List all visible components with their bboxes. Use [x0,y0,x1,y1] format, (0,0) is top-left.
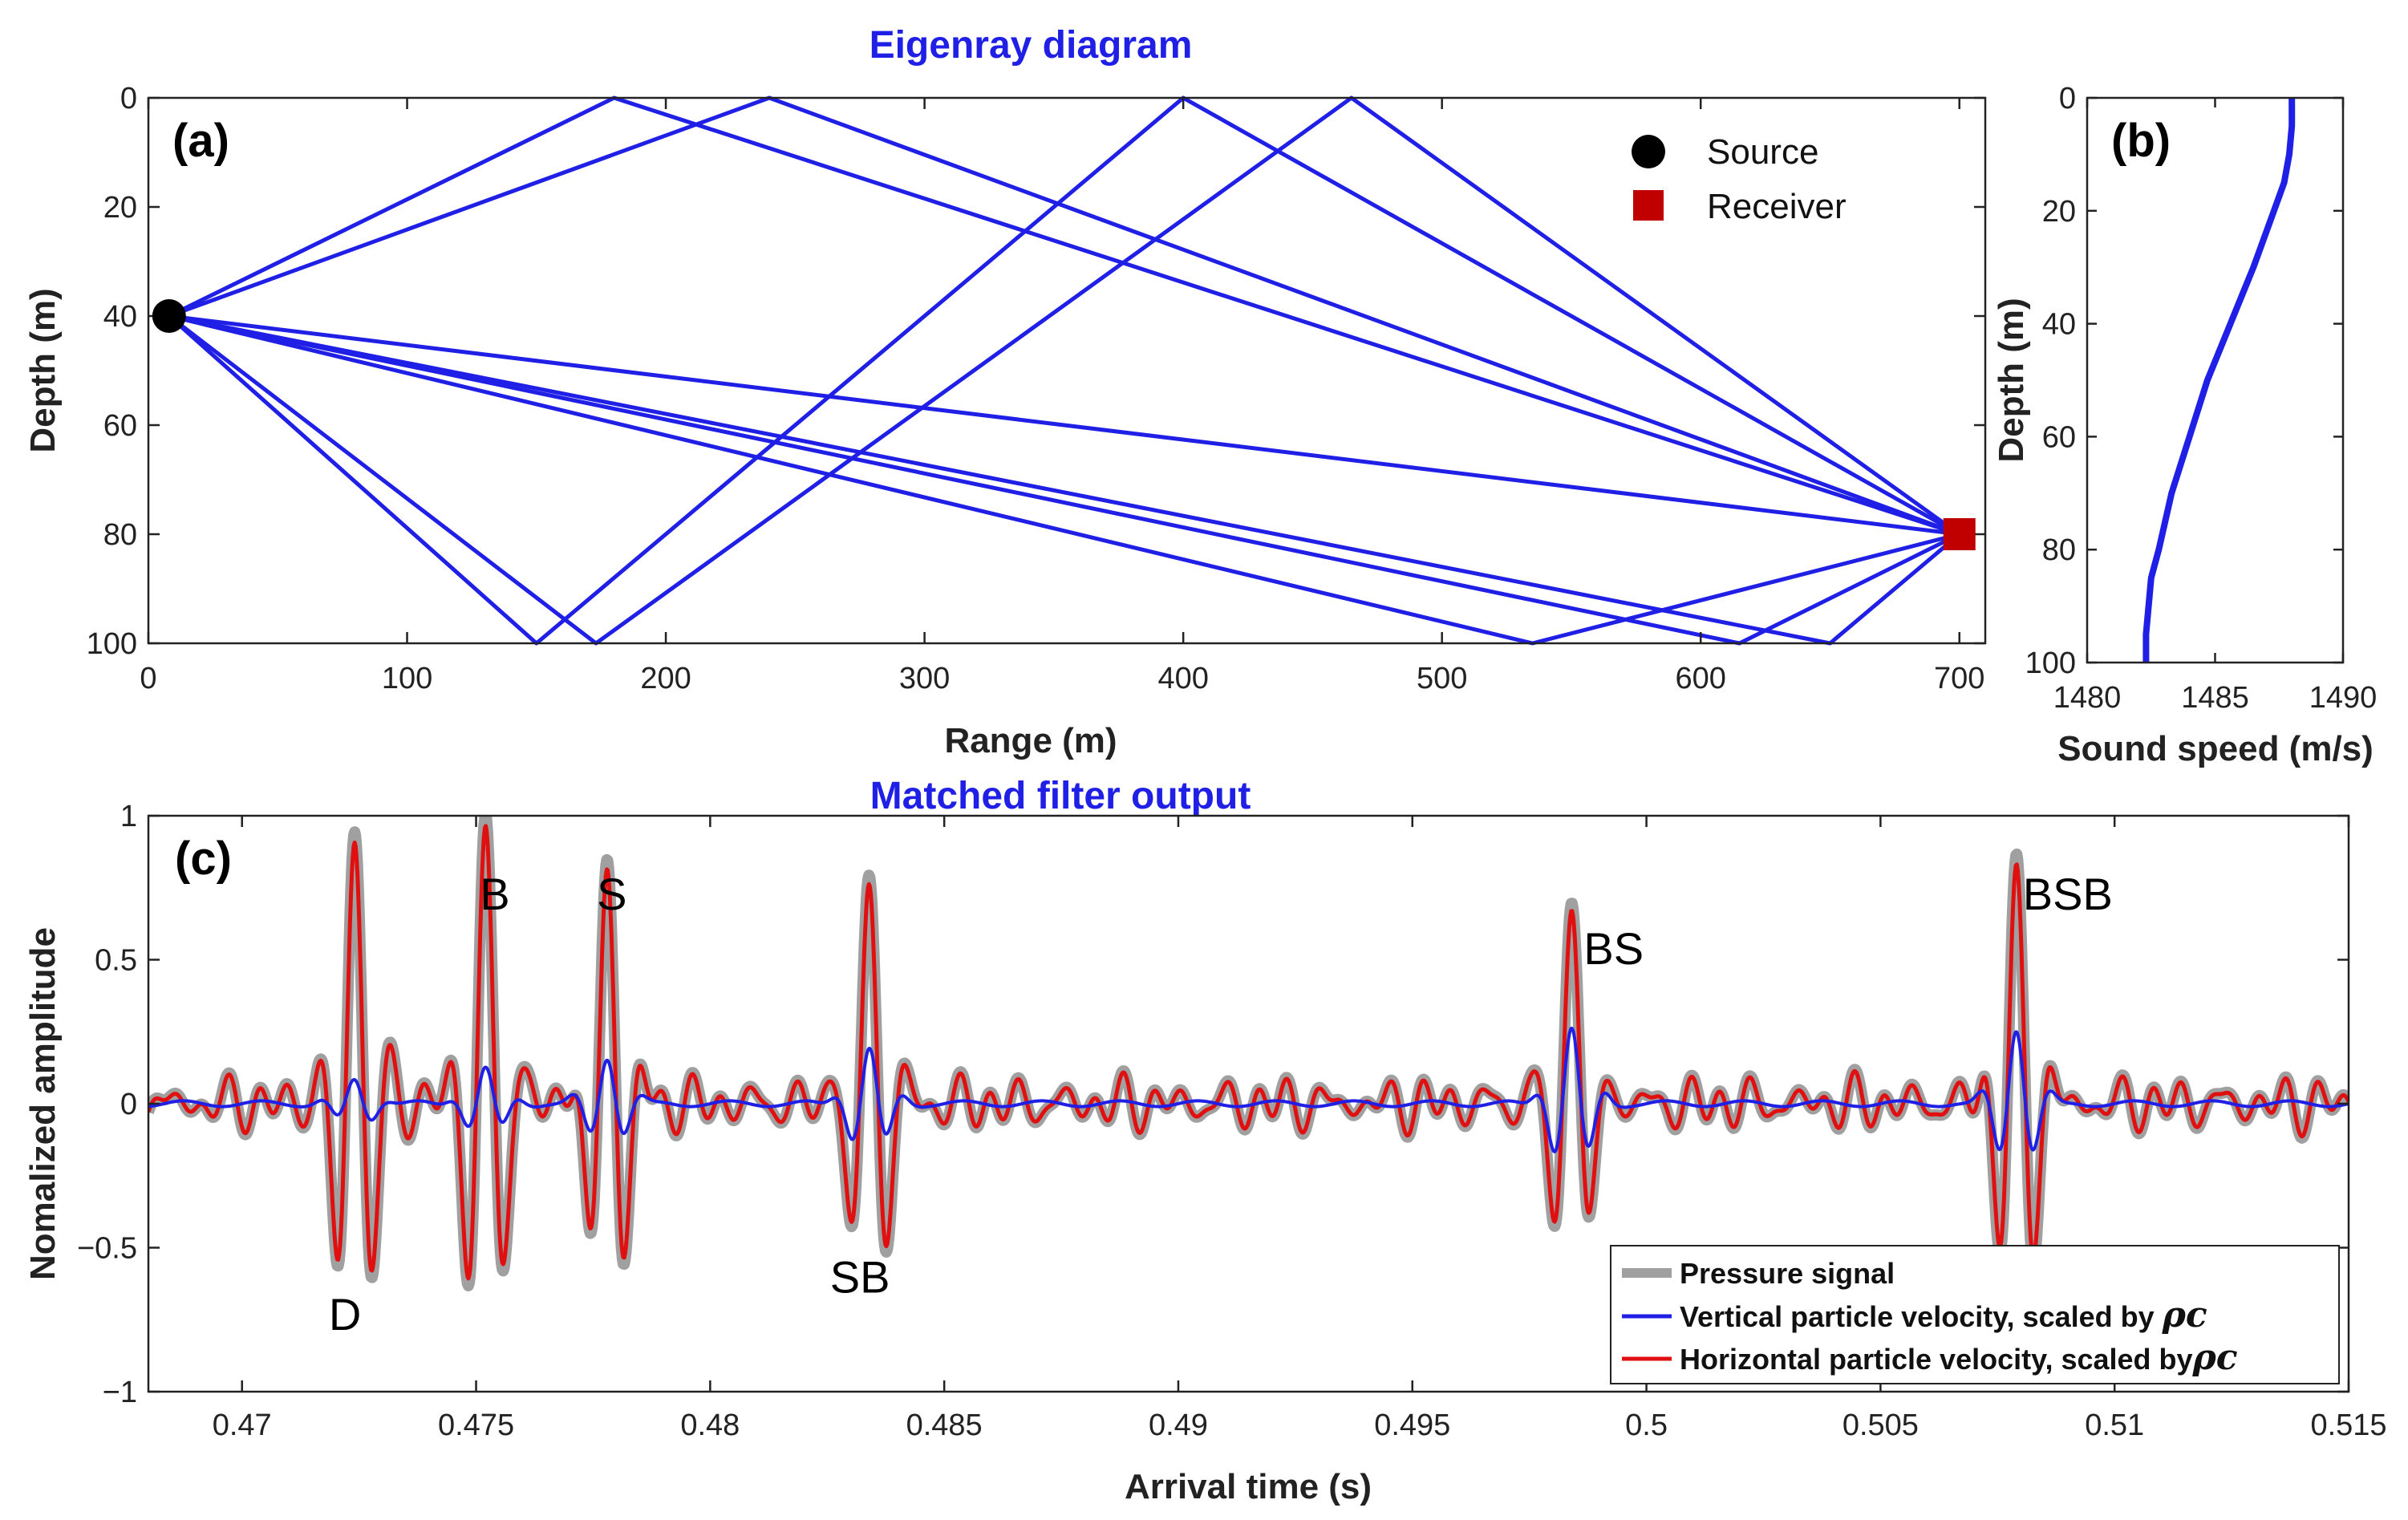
ray-s [168,95,1960,537]
y-tick-label: 100 [87,627,137,661]
arrival-label-sb: SB [830,1251,890,1302]
x-tick-label: 1490 [2309,681,2378,715]
legend-receiver-marker [1633,190,1664,221]
eigenray-axes-box [147,96,1987,645]
x-tick-label: 600 [1676,662,1726,695]
y-tick-label: 20 [2042,195,2076,229]
y-tick-label: 60 [2042,420,2076,454]
legend-source-marker [1632,135,1665,168]
legend-receiver-label: Receiver [1707,187,1847,226]
y-tick-label: 100 [2025,647,2076,680]
x-tick-label: 0.49 [1149,1409,1208,1442]
arrival-label-bsb: BSB [2023,869,2113,919]
x-tick-label: 1485 [2181,681,2249,715]
y-tick-label: −1 [103,1376,137,1409]
ray-b [168,314,1960,646]
y-tick-label: 0.5 [95,944,137,978]
y-tick-label: 40 [2042,308,2076,342]
arrival-label-d: D [329,1289,361,1340]
sound-speed-ylabel: Depth (m) [1992,298,2031,462]
x-tick-label: 0.485 [906,1409,983,1442]
y-tick-label: 0 [120,82,137,116]
x-tick-label: 500 [1417,662,1467,695]
source-marker [152,299,186,333]
matched-filter-legend: Pressure signal Vertical particle veloci… [1610,1245,2340,1384]
sound-speed-panel: 1480 1485 1490 0 20 40 60 80 100 (b) Sound speed… [1992,82,2377,768]
sound-speed-ticks: 1480 1485 1490 0 20 40 60 80 100 [2025,82,2378,715]
x-tick-label: 400 [1157,662,1208,695]
sound-speed-xlabel: Sound speed (m/s) [2057,729,2374,768]
x-tick-label: 700 [1934,662,1984,695]
y-tick-label: 80 [2042,533,2076,567]
x-tick-label: 0.51 [2085,1409,2144,1442]
x-tick-label: 0.47 [213,1409,272,1442]
x-tick-label: 300 [899,662,950,695]
panel-label-c: (c) [175,833,232,885]
receiver-marker [1943,518,1976,550]
legend-horizontal-label: Horizontal particle velocity, scaled byρ… [1680,1337,2238,1378]
ray-d [168,314,1960,537]
sound-speed-profile-line [2142,98,2296,663]
ray-bsb [168,314,1961,646]
arrival-label-b: B [480,869,509,919]
panel-label-b: (b) [2111,115,2171,167]
matched-filter-ylabel: Nomalized amplitude [23,927,63,1280]
ray-b2 [168,314,1960,646]
eigenray-title: Eigenray diagram [870,24,1193,67]
y-tick-label: 0 [2059,82,2076,116]
arrival-label-bs: BS [1583,923,1644,974]
horizontal-velocity-line [148,824,2349,1281]
x-tick-label: 0.515 [2310,1409,2386,1442]
y-tick-label: 80 [103,518,137,552]
y-tick-label: 0 [120,1088,137,1121]
x-tick-label: 100 [382,662,432,695]
eigenray-rays [168,95,1961,646]
y-tick-label: 1 [120,800,137,833]
sound-speed-axes-box [2086,96,2345,664]
x-tick-label: 0.475 [438,1409,514,1442]
legend-source-label: Source [1707,132,1818,172]
x-tick-label: 0 [140,662,156,695]
x-tick-label: 0.5 [1625,1409,1668,1442]
vertical-velocity-line [148,1027,2349,1153]
y-tick-label: 20 [103,191,137,225]
y-tick-label: 60 [103,409,137,443]
ray-bs [168,95,1960,646]
eigenray-xlabel: Range (m) [944,721,1117,760]
y-tick-label: 40 [103,300,137,334]
y-tick-label: −0.5 [77,1232,137,1266]
panel-label-a: (a) [172,115,229,167]
matched-filter-panel: Matched filter output 0.47 0.475 0.48 0.485… [23,775,2387,1506]
legend-vertical-label: Vertical particle velocity, scaled by ρc [1680,1295,2207,1336]
x-tick-label: 1480 [2053,681,2122,715]
ray-s2 [168,95,1960,537]
eigenray-panel: Eigenray diagram 0 100 200 300 400 500 600 7000… [23,24,1987,760]
matched-filter-xlabel: Arrival time (s) [1125,1467,1372,1506]
x-tick-label: 0.495 [1374,1409,1450,1442]
arrival-label-s: S [597,869,626,919]
eigenray-ylabel: Depth (m) [23,288,63,452]
eigenray-markers [152,299,1976,550]
matched-filter-ticks: 0.47 0.475 0.48 0.485 0.49 0.495 0.5 0.505 0.51 0… [77,800,2387,1442]
x-tick-label: 0.48 [680,1409,740,1442]
legend-box [1610,1245,2340,1384]
x-tick-label: 0.505 [1842,1409,1919,1442]
x-tick-label: 200 [640,662,691,695]
ray-sb [168,95,1961,646]
legend-pressure-label: Pressure signal [1680,1257,1895,1290]
eigenray-legend: Source Receiver [1632,132,1847,226]
matched-filter-title: Matched filter output [870,775,1251,817]
